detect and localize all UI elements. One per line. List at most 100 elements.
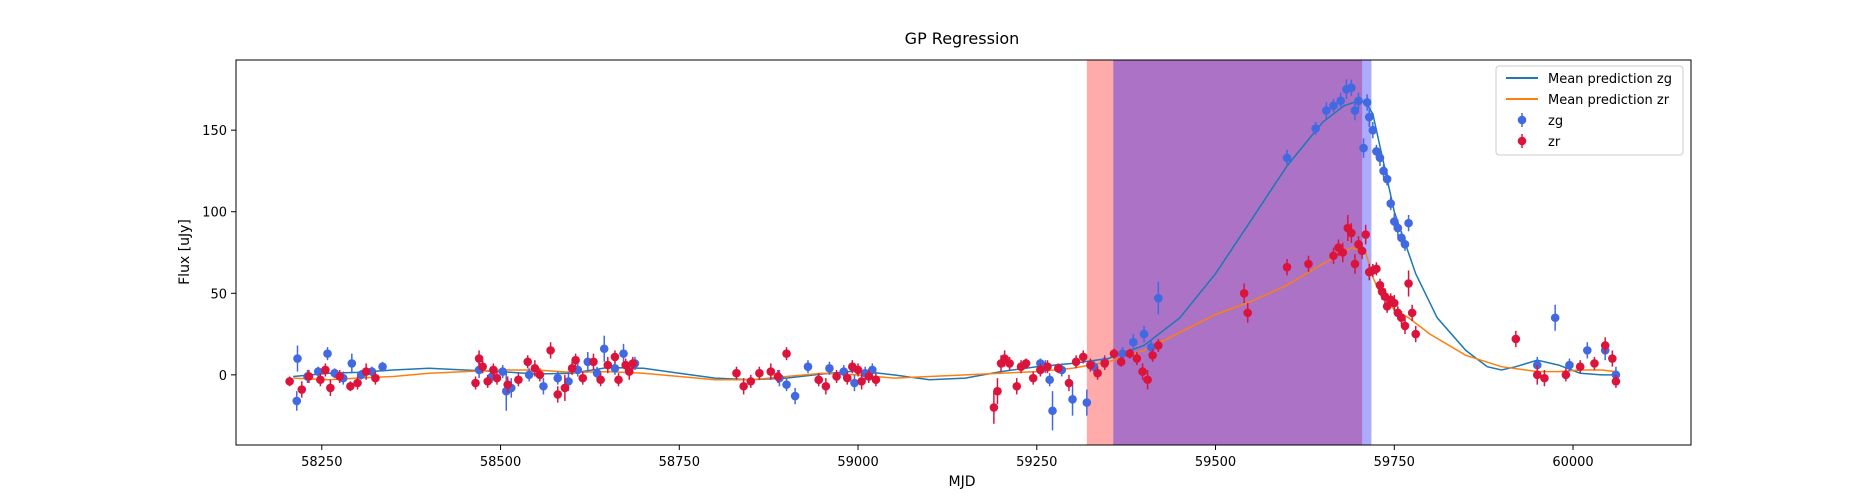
data-point-zg [619,343,628,364]
data-point-zr [1338,242,1348,263]
data-point-zr [483,374,492,388]
data-point-zg [1329,99,1338,113]
y-axis: 0 50 100 150 [202,124,236,384]
data-point-zg [1382,172,1392,186]
data-point-zg [1282,149,1292,167]
data-point-zr [1239,283,1249,304]
data-point-zr [1404,270,1413,297]
data-point-zr [285,376,294,387]
data-point-zr [1511,330,1521,348]
data-point-zr [1575,360,1585,374]
data-point-zr [1028,371,1038,385]
data-point-zr [1109,348,1119,359]
data-point-zr [1400,317,1410,335]
data-point-zr [1005,356,1014,370]
data-point-zr [492,371,502,385]
data-point-zg [323,347,332,361]
data-point-zg [1068,383,1077,416]
data-point-zr [1243,303,1253,323]
y-tick-label: 50 [210,287,227,302]
data-point-zg [1386,197,1396,211]
data-point-zr [1043,360,1052,374]
data-point-zr [1350,254,1360,274]
legend-label: zr [1548,135,1561,150]
data-point-zg [1048,391,1057,431]
data-point-zr [478,360,487,374]
data-point-zr [1361,224,1370,245]
data-point-zg [1362,94,1372,111]
x-tick-label: 59500 [1195,455,1236,470]
data-point-zg [1550,304,1560,331]
data-point-zr [1411,325,1421,343]
x-tick-label: 58750 [659,455,700,470]
data-point-zg [1583,342,1592,359]
data-point-zr [1611,374,1621,388]
data-point-zg [1379,164,1388,178]
data-point-zr [535,368,545,382]
data-point-zg [1400,237,1410,251]
data-point-zr [1347,223,1356,243]
data-point-zr [821,378,831,395]
data-point-zr [297,381,307,398]
data-point-zr [316,373,325,387]
data-points [285,79,1621,431]
data-point-zg [1368,121,1378,139]
data-point-zr [766,363,776,380]
data-point-zr [1078,350,1088,364]
data-point-zg [1350,100,1360,121]
data-point-zr [371,371,380,385]
y-tick-label: 100 [202,206,227,221]
data-point-zg [292,391,302,411]
data-point-zr [489,363,498,377]
plot-frame [235,59,1692,446]
data-point-zr [773,369,783,384]
x-tick-label: 59000 [837,455,878,470]
x-axis-label: MJD [949,474,976,490]
data-point-zr [1086,358,1095,372]
data-point-zg [1359,138,1368,158]
data-point-zr [989,391,999,424]
data-point-zg [293,345,302,372]
y-tick-label: 150 [202,124,227,139]
data-point-zr [857,373,866,390]
data-point-zg [378,361,387,372]
data-point-zr [596,373,605,387]
y-tick-label: 0 [219,369,227,384]
legend-label: zg [1548,114,1563,129]
x-tick-label: 59750 [1374,455,1415,470]
data-point-zg [1347,79,1356,96]
data-point-zr [1590,356,1599,370]
data-point-zr [1116,356,1126,367]
data-point-zr [578,371,588,385]
data-point-zg [524,368,534,382]
data-point-zg [347,353,357,374]
data-point-zr [628,356,638,370]
legend-label: Mean prediction zg [1548,72,1672,87]
x-axis: 58250 58500 58750 59000 59250 59500 59750 60000 [301,445,1594,470]
data-point-zr [335,369,344,384]
data-point-zr [739,378,748,395]
data-point-zr [832,369,841,384]
data-point-zr [1125,348,1135,359]
data-point-zr [993,378,1002,405]
data-point-zr [1532,365,1542,385]
x-tick-label: 58250 [301,455,342,470]
data-point-zr [1329,247,1338,264]
x-tick-label: 58500 [480,455,521,470]
chart-title: GP Regression [905,29,1020,48]
data-point-zg [610,361,620,375]
legend-entry-zr: zr [1517,134,1561,150]
data-point-zg [782,378,791,392]
data-point-zg [599,335,609,362]
data-point-zg [803,360,813,374]
data-point-zg [1404,214,1413,232]
data-point-zr [853,363,863,377]
data-point-zg [790,387,800,405]
data-point-zg [1354,92,1363,109]
data-point-zr [1282,259,1292,276]
data-point-zr [1053,363,1063,374]
data-point-zr [474,350,484,367]
data-point-zr [1143,369,1152,390]
data-point-zr [1148,348,1157,362]
data-point-zr [603,356,613,374]
